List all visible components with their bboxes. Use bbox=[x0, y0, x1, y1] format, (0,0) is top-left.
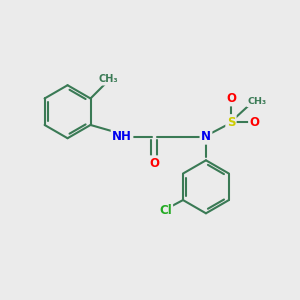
Text: O: O bbox=[149, 157, 159, 170]
Text: CH₃: CH₃ bbox=[98, 74, 118, 84]
Text: S: S bbox=[227, 116, 235, 128]
Text: Cl: Cl bbox=[159, 204, 172, 217]
Text: NH: NH bbox=[112, 130, 132, 143]
Text: CH₃: CH₃ bbox=[247, 97, 266, 106]
Text: O: O bbox=[250, 116, 260, 128]
Text: O: O bbox=[226, 92, 236, 105]
Text: N: N bbox=[201, 130, 211, 143]
